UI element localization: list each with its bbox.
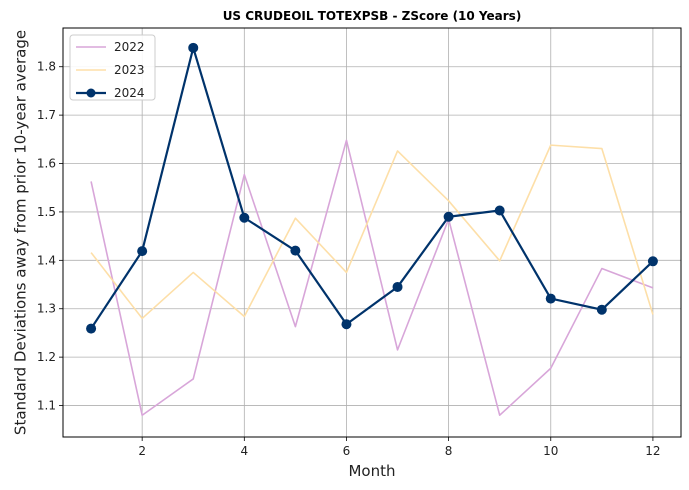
data-point-2024 <box>137 246 148 257</box>
data-point-2024 <box>86 323 97 334</box>
y-tick-label: 1.7 <box>37 108 56 122</box>
y-tick-label: 1.1 <box>37 399 56 413</box>
y-tick-label: 1.3 <box>37 302 56 316</box>
plot-area-frame <box>62 27 682 438</box>
x-tick-label: 10 <box>543 444 558 458</box>
x-tick-label: 8 <box>445 444 453 458</box>
x-tick-label: 6 <box>343 444 351 458</box>
data-point-2024 <box>545 293 556 304</box>
legend-label-2024: 2024 <box>114 86 145 100</box>
legend-marker-2024 <box>86 88 96 98</box>
data-point-2024 <box>392 281 403 292</box>
chart-title: US CRUDEOIL TOTEXPSB - ZScore (10 Years) <box>223 9 522 23</box>
grid <box>63 28 681 437</box>
data-point-2024 <box>188 42 199 53</box>
y-tick-label: 1.6 <box>37 157 56 171</box>
legend-label-2023: 2023 <box>114 63 145 77</box>
data-point-2024 <box>647 256 658 267</box>
data-point-2024 <box>494 205 505 216</box>
data-point-2024 <box>290 245 301 256</box>
series-line-2022 <box>90 139 654 417</box>
legend: 2022 2023 2024 <box>69 34 156 101</box>
legend-box <box>69 34 156 101</box>
y-tick-label: 1.5 <box>37 205 56 219</box>
legend-label-2022: 2022 <box>114 40 145 54</box>
x-tick-label: 12 <box>645 444 660 458</box>
data-point-2024 <box>341 319 352 330</box>
data-point-2024 <box>239 212 250 223</box>
data-point-2024 <box>596 304 607 315</box>
x-axis-label: Month <box>348 462 395 480</box>
series-line-2024 <box>90 46 654 330</box>
tick-layer: 2 4 6 8 10 12 1.1 1.2 1.3 1.4 1.5 1.6 1.7 1.8 <box>37 60 661 458</box>
y-axis-label: Standard Deviations away from prior 10-y… <box>12 30 30 435</box>
x-tick-label: 2 <box>138 444 146 458</box>
series-line-2023 <box>90 144 654 320</box>
y-tick-label: 1.8 <box>37 60 56 74</box>
y-tick-label: 1.2 <box>37 350 56 364</box>
x-tick-label: 4 <box>240 444 248 458</box>
y-tick-label: 1.4 <box>37 253 56 267</box>
data-point-2024 <box>443 211 454 222</box>
series-layer <box>86 42 658 417</box>
